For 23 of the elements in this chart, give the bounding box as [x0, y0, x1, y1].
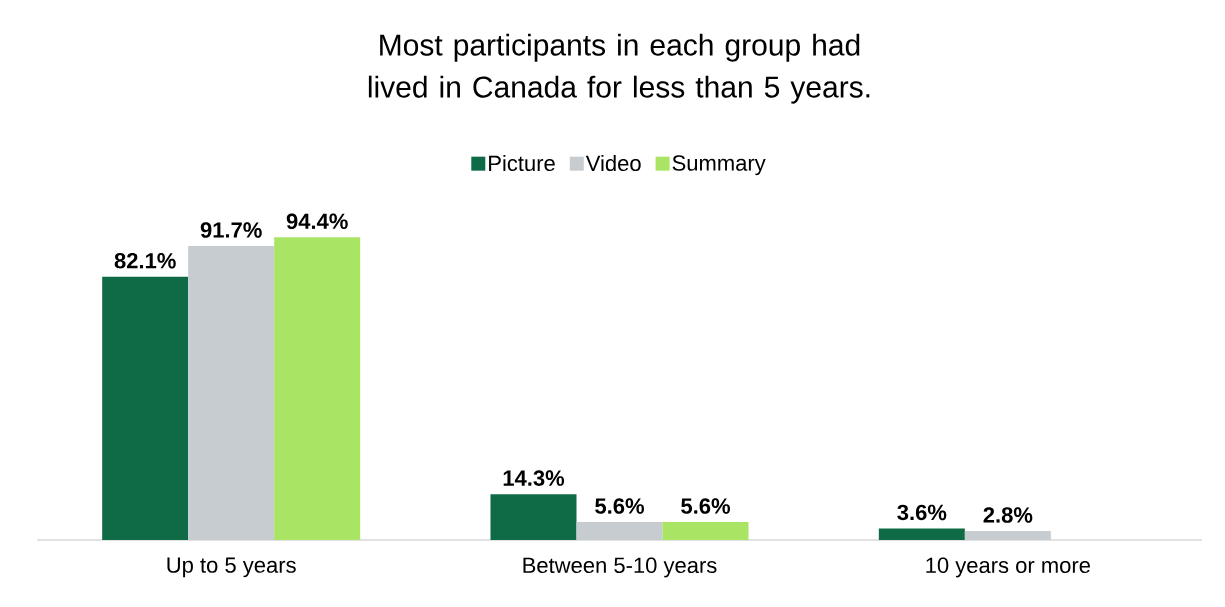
data-label: 82.1%	[114, 252, 176, 269]
bar	[188, 245, 275, 540]
data-label: 94.4%	[286, 213, 348, 230]
legend-label: Summary	[672, 155, 766, 176]
data-label: 91.7%	[200, 222, 262, 238]
bar	[662, 522, 749, 540]
data-label: 14.3%	[503, 470, 565, 486]
x-tick-label: Up to 5 years	[167, 557, 296, 578]
bar	[490, 494, 577, 540]
bar	[964, 531, 1051, 540]
data-label: 5.6%	[595, 498, 644, 514]
bar	[878, 528, 965, 540]
data-label: 5.6%	[681, 498, 730, 514]
legend-label: Picture	[489, 154, 555, 172]
bar	[274, 237, 361, 540]
data-label: 2.8%	[983, 507, 1033, 523]
bar	[576, 522, 663, 540]
data-label: 3.6%	[897, 504, 947, 521]
x-tick-label: Between 5-10 years	[523, 557, 717, 578]
bar	[102, 276, 189, 540]
x-tick-label: 10 years or more	[926, 557, 1090, 578]
chart-title: Most participants in each group had lived in Canada for less than 5 years.	[368, 33, 870, 104]
legend-label: Video	[585, 154, 641, 172]
